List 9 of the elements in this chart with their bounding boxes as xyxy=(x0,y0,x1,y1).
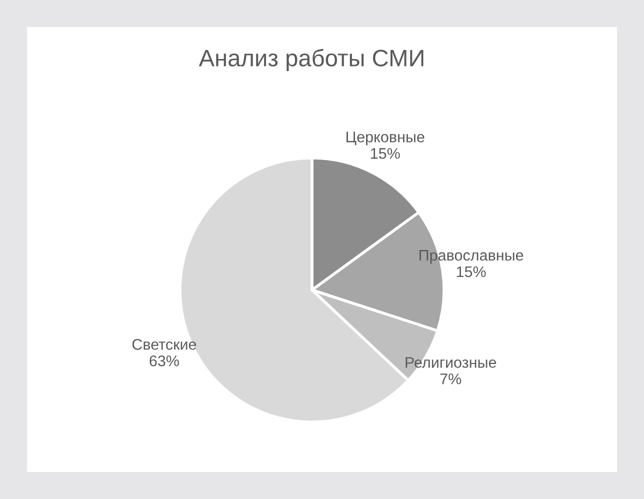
slice-label: Православные xyxy=(420,250,524,264)
data-label: 15% xyxy=(456,266,486,278)
chart-title: Анализ работы СМИ xyxy=(198,48,424,72)
slice-label: Религиозные xyxy=(406,357,496,368)
slice-label: Церковные xyxy=(346,132,424,146)
data-label: 7% xyxy=(440,374,462,384)
data-label: 15% xyxy=(370,148,400,159)
slice-label: Светские xyxy=(132,339,196,350)
data-label: 63% xyxy=(150,355,179,366)
